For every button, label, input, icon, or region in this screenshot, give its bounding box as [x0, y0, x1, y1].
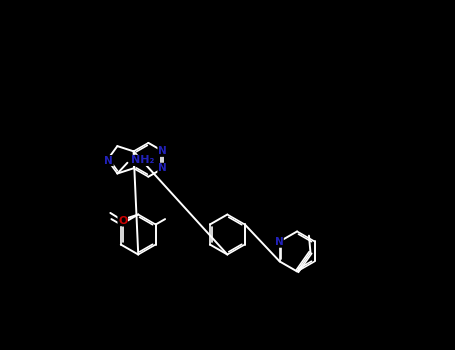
- Text: NH₂: NH₂: [131, 155, 154, 166]
- Text: N: N: [158, 146, 167, 156]
- Text: N: N: [274, 237, 283, 247]
- Text: N: N: [105, 156, 113, 166]
- Text: N: N: [158, 163, 167, 173]
- Text: O: O: [118, 216, 127, 226]
